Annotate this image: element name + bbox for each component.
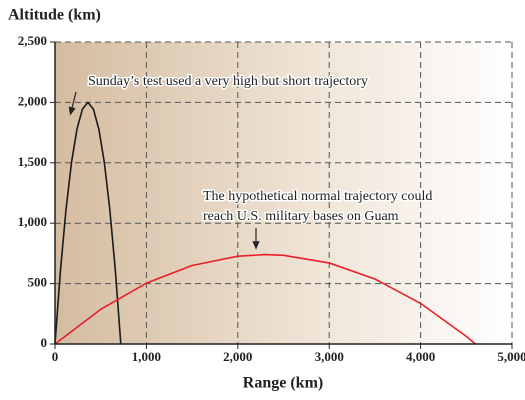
trajectory-line [54,101,122,345]
x-tick-label: 4,000 [406,349,435,364]
annotation: reach U.S. military bases on Guam [203,209,399,224]
y-axis-label: Altitude (km) [8,7,101,24]
y-tick-label: 2,000 [18,93,47,108]
x-tick-label: 2,000 [223,349,252,364]
annotation: Sunday’s test used a very high but short… [88,74,368,89]
y-tick-label: 1,000 [18,214,47,229]
annotation: The hypothetical normal trajectory could [203,189,432,204]
x-tick-label: 3,000 [315,349,344,364]
x-tick-label: 5,000 [497,349,525,364]
y-tick-label: 2,500 [18,33,47,48]
x-tick-label: 1,000 [132,349,161,364]
annotation-arrow [68,91,77,116]
x-tick-label: 0 [52,349,59,364]
y-tick-label: 0 [41,335,48,350]
trajectory-line [54,253,476,345]
x-axis-label: Range (km) [243,375,323,392]
y-tick-label: 1,500 [18,154,47,169]
y-tick-label: 500 [28,275,48,290]
plot-background [55,42,512,344]
